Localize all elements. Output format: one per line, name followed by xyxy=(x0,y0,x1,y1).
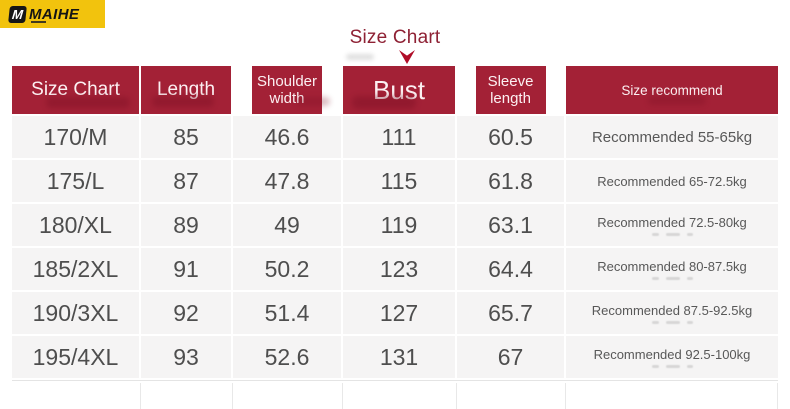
cell-size-recommend: Recommended 72.5-80kg xyxy=(566,204,778,246)
header-cell-sleeve-length: Sleeve length xyxy=(475,66,546,114)
cell-size-chart: 170/M xyxy=(12,116,139,158)
cell-length: 87 xyxy=(141,160,231,202)
recommend-text: Recommended 80-87.5kg xyxy=(597,258,747,274)
cell-bust: 123 xyxy=(343,248,455,290)
cell-size-chart: 190/3XL xyxy=(12,292,139,334)
watermark-smudge xyxy=(651,320,693,324)
recommend-text: Recommended 87.5-92.5kg xyxy=(591,302,753,318)
column-divider xyxy=(777,383,778,409)
cell-size-recommend: Recommended 80-87.5kg xyxy=(566,248,778,290)
brand-logo-text: MAIHE xyxy=(29,5,80,23)
cell-sleeve-length: 60.5 xyxy=(457,116,564,158)
cell-length: 91 xyxy=(141,248,231,290)
cell-bust: 115 xyxy=(343,160,455,202)
cell-shoulder-width: 51.4 xyxy=(233,292,341,334)
brand-logo-subtext-line xyxy=(31,21,46,23)
cell-length: 93 xyxy=(141,336,231,378)
cell-shoulder-width: 46.6 xyxy=(233,116,341,158)
cell-sleeve-length: 67 xyxy=(457,336,564,378)
header-cell-length: Length xyxy=(141,66,231,114)
cell-sleeve-length: 63.1 xyxy=(457,204,564,246)
cell-size-recommend: Recommended 87.5-92.5kg xyxy=(566,292,778,334)
cell-size-chart: 180/XL xyxy=(12,204,139,246)
recommend-text: Recommended 92.5-100kg xyxy=(593,346,751,362)
cell-sleeve-length: 64.4 xyxy=(457,248,564,290)
watermark-smudge xyxy=(651,232,693,236)
cell-size-recommend: Recommended 55-65kg xyxy=(566,116,778,158)
empty-table-row xyxy=(12,380,778,409)
cell-size-recommend: Recommended 92.5-100kg xyxy=(566,336,778,378)
cell-length: 92 xyxy=(141,292,231,334)
down-arrow-icon xyxy=(399,50,415,64)
cell-sleeve-length: 61.8 xyxy=(457,160,564,202)
cell-bust: 127 xyxy=(343,292,455,334)
column-divider xyxy=(342,383,343,409)
column-divider xyxy=(456,383,457,409)
cell-size-recommend: Recommended 65-72.5kg xyxy=(566,160,778,202)
cell-bust: 131 xyxy=(343,336,455,378)
column-divider xyxy=(565,383,566,409)
cell-shoulder-width: 47.8 xyxy=(233,160,341,202)
cell-shoulder-width: 50.2 xyxy=(233,248,341,290)
watermark-smudge xyxy=(651,276,693,280)
cell-size-chart: 185/2XL xyxy=(12,248,139,290)
cell-shoulder-width: 52.6 xyxy=(233,336,341,378)
header-cell-size-chart: Size Chart xyxy=(12,66,139,114)
column-divider xyxy=(232,383,233,409)
recommend-text: Recommended 72.5-80kg xyxy=(597,214,747,230)
cell-bust: 111 xyxy=(343,116,455,158)
brand-logo-m-icon: M xyxy=(8,5,27,23)
header-cell-bust: Bust xyxy=(343,66,455,114)
column-divider xyxy=(140,383,141,409)
header-cell-shoulder-width: Shoulder width xyxy=(252,66,322,114)
page-title: Size Chart xyxy=(349,27,441,48)
recommend-text: Recommended 55-65kg xyxy=(591,128,753,146)
cell-size-chart: 175/L xyxy=(12,160,139,202)
cell-size-chart: 195/4XL xyxy=(12,336,139,378)
cell-length: 85 xyxy=(141,116,231,158)
cell-bust: 119 xyxy=(343,204,455,246)
size-chart-table: Size Chart Length Shoulder width Bust Sleeve… xyxy=(12,66,778,378)
watermark-smudge xyxy=(346,54,374,60)
header-cell-size-recommend: Size recommend xyxy=(566,66,778,114)
cell-shoulder-width: 49 xyxy=(233,204,341,246)
cell-length: 89 xyxy=(141,204,231,246)
watermark-smudge xyxy=(651,364,693,368)
recommend-text: Recommended 65-72.5kg xyxy=(597,173,747,189)
brand-logo: M MAIHE xyxy=(0,0,105,28)
cell-sleeve-length: 65.7 xyxy=(457,292,564,334)
